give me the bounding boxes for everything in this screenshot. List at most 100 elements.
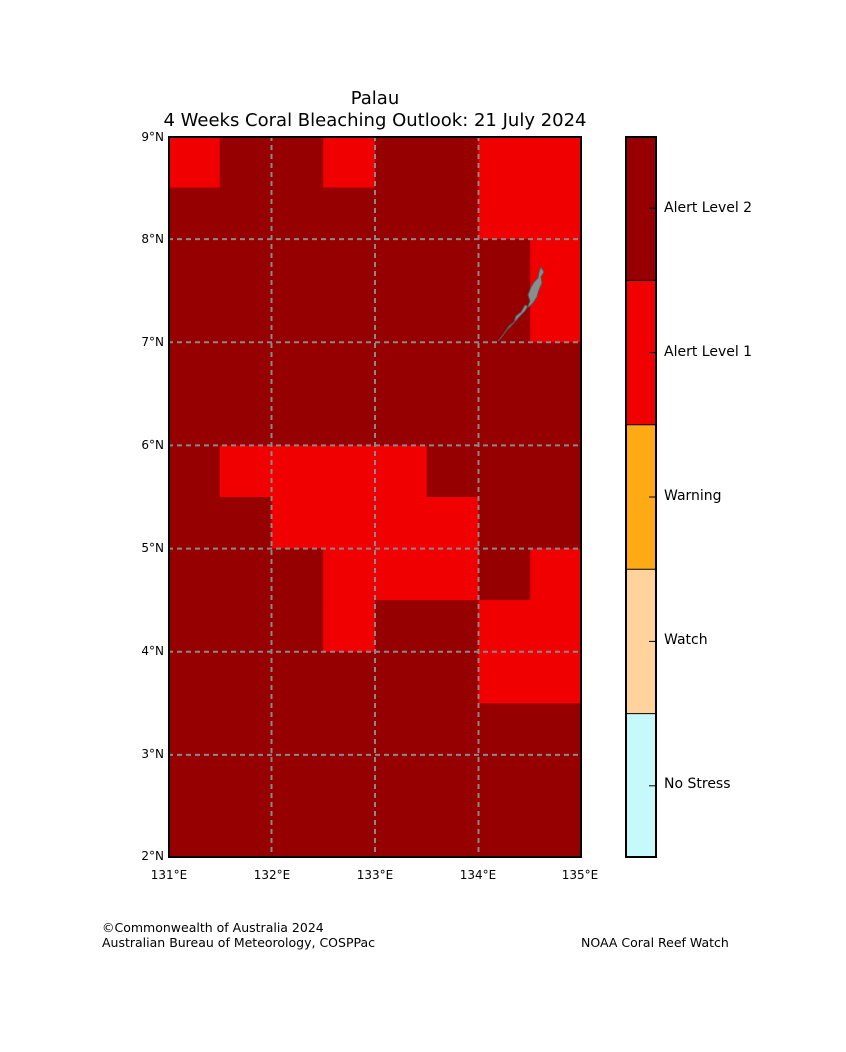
grid-cell	[478, 445, 531, 498]
grid-cell	[426, 703, 480, 756]
grid-cell	[478, 136, 531, 189]
grid-cell	[271, 393, 324, 447]
grid-cell	[478, 393, 531, 447]
grid-cell	[375, 187, 428, 240]
lat-label-2n: 2°N	[141, 849, 164, 863]
grid-cell	[323, 754, 376, 808]
colorbar-label-warning: Warning	[664, 488, 722, 504]
grid-cell	[375, 290, 428, 343]
grid-cell	[271, 445, 324, 498]
grid-cell	[219, 548, 273, 601]
grid-cell	[168, 806, 221, 858]
map-title: Palau	[350, 88, 400, 109]
grid-cell	[426, 290, 480, 343]
grid-cell	[530, 290, 582, 343]
lat-label-9n: 9°N	[141, 130, 164, 144]
colorbar-label-no-stress: No Stress	[664, 776, 731, 792]
grid-cell	[478, 651, 531, 704]
grid-cell	[271, 806, 324, 858]
grid-cell	[323, 548, 376, 601]
lon-label-134e: 134°E	[459, 868, 497, 882]
grid-cell	[530, 600, 582, 653]
grid-cell	[426, 806, 480, 858]
grid-cell	[168, 187, 221, 240]
grid-cell	[375, 342, 428, 395]
grid-cell	[530, 393, 582, 447]
lat-label-8n: 8°N	[141, 232, 164, 246]
map-subtitle: 4 Weeks Coral Bleaching Outlook: 21 July…	[163, 110, 587, 131]
grid-cell	[323, 806, 376, 858]
grid-cell	[375, 445, 428, 498]
grid-cell	[426, 548, 480, 601]
grid-cell	[426, 600, 480, 653]
grid-cell	[219, 393, 273, 447]
footer-agency: Australian Bureau of Meteorology, COSPPa…	[102, 935, 375, 950]
grid-cell	[426, 136, 480, 189]
grid-cell	[375, 548, 428, 601]
grid-cell	[168, 600, 221, 653]
grid-cell	[271, 290, 324, 343]
grid-cell	[271, 342, 324, 395]
lon-label-131e: 131°E	[150, 868, 188, 882]
grid-cell	[375, 651, 428, 704]
grid-cell	[426, 187, 480, 240]
grid-cell	[478, 342, 531, 395]
grid-cell	[323, 703, 376, 756]
footer-partner: NOAA Coral Reef Watch	[581, 935, 729, 950]
grid-cell	[271, 703, 324, 756]
grid-cell	[426, 445, 480, 498]
grid-cell	[530, 754, 582, 808]
grid-cell	[168, 548, 221, 601]
lat-label-4n: 4°N	[141, 644, 164, 658]
grid-cell	[530, 136, 582, 189]
lat-label-7n: 7°N	[141, 335, 164, 349]
grid-cell	[530, 703, 582, 756]
grid-cell	[271, 136, 324, 189]
lon-label-135e: 135°E	[561, 868, 599, 882]
grid-cell	[323, 651, 376, 704]
grid-cell	[168, 290, 221, 343]
map-frame	[168, 136, 582, 858]
grid-cell	[168, 342, 221, 395]
grid-cell	[219, 239, 273, 292]
grid-cell	[530, 806, 582, 858]
palau-island	[497, 265, 545, 342]
grid-cell	[426, 393, 480, 447]
grid-cell	[271, 187, 324, 240]
grid-cell	[219, 136, 273, 189]
grid-cell	[219, 342, 273, 395]
footer-copyright: ©Commonwealth of Australia 2024	[102, 920, 324, 935]
grid-cell	[168, 239, 221, 292]
grid-cell	[219, 445, 273, 498]
grid-cell	[375, 703, 428, 756]
grid-cell	[168, 393, 221, 447]
grid-cell	[530, 497, 582, 550]
grid-cell	[375, 393, 428, 447]
grid-cell	[375, 600, 428, 653]
grid-cell	[323, 342, 376, 395]
grid-cell	[530, 548, 582, 601]
grid-cell	[426, 497, 480, 550]
grid-cell	[323, 290, 376, 343]
grid-cell	[219, 497, 273, 550]
outlook-map	[168, 136, 582, 858]
grid-cell	[168, 703, 221, 756]
lon-label-132e: 132°E	[253, 868, 291, 882]
grid-cell	[426, 239, 480, 292]
grid-cell	[478, 239, 531, 292]
grid-cell	[530, 445, 582, 498]
grid-cell	[478, 754, 531, 808]
grid-cell	[271, 497, 324, 550]
grid-cell	[478, 497, 531, 550]
colorbar-frame	[625, 136, 657, 858]
grid-cell	[271, 548, 324, 601]
lat-label-5n: 5°N	[141, 541, 164, 555]
grid-cell	[375, 497, 428, 550]
grid-cell	[219, 754, 273, 808]
colorbar-label-watch: Watch	[664, 632, 708, 648]
grid-cell	[530, 187, 582, 240]
grid-cell	[478, 600, 531, 653]
grid-cell	[323, 136, 376, 189]
grid-cell	[168, 497, 221, 550]
grid-cell	[478, 806, 531, 858]
